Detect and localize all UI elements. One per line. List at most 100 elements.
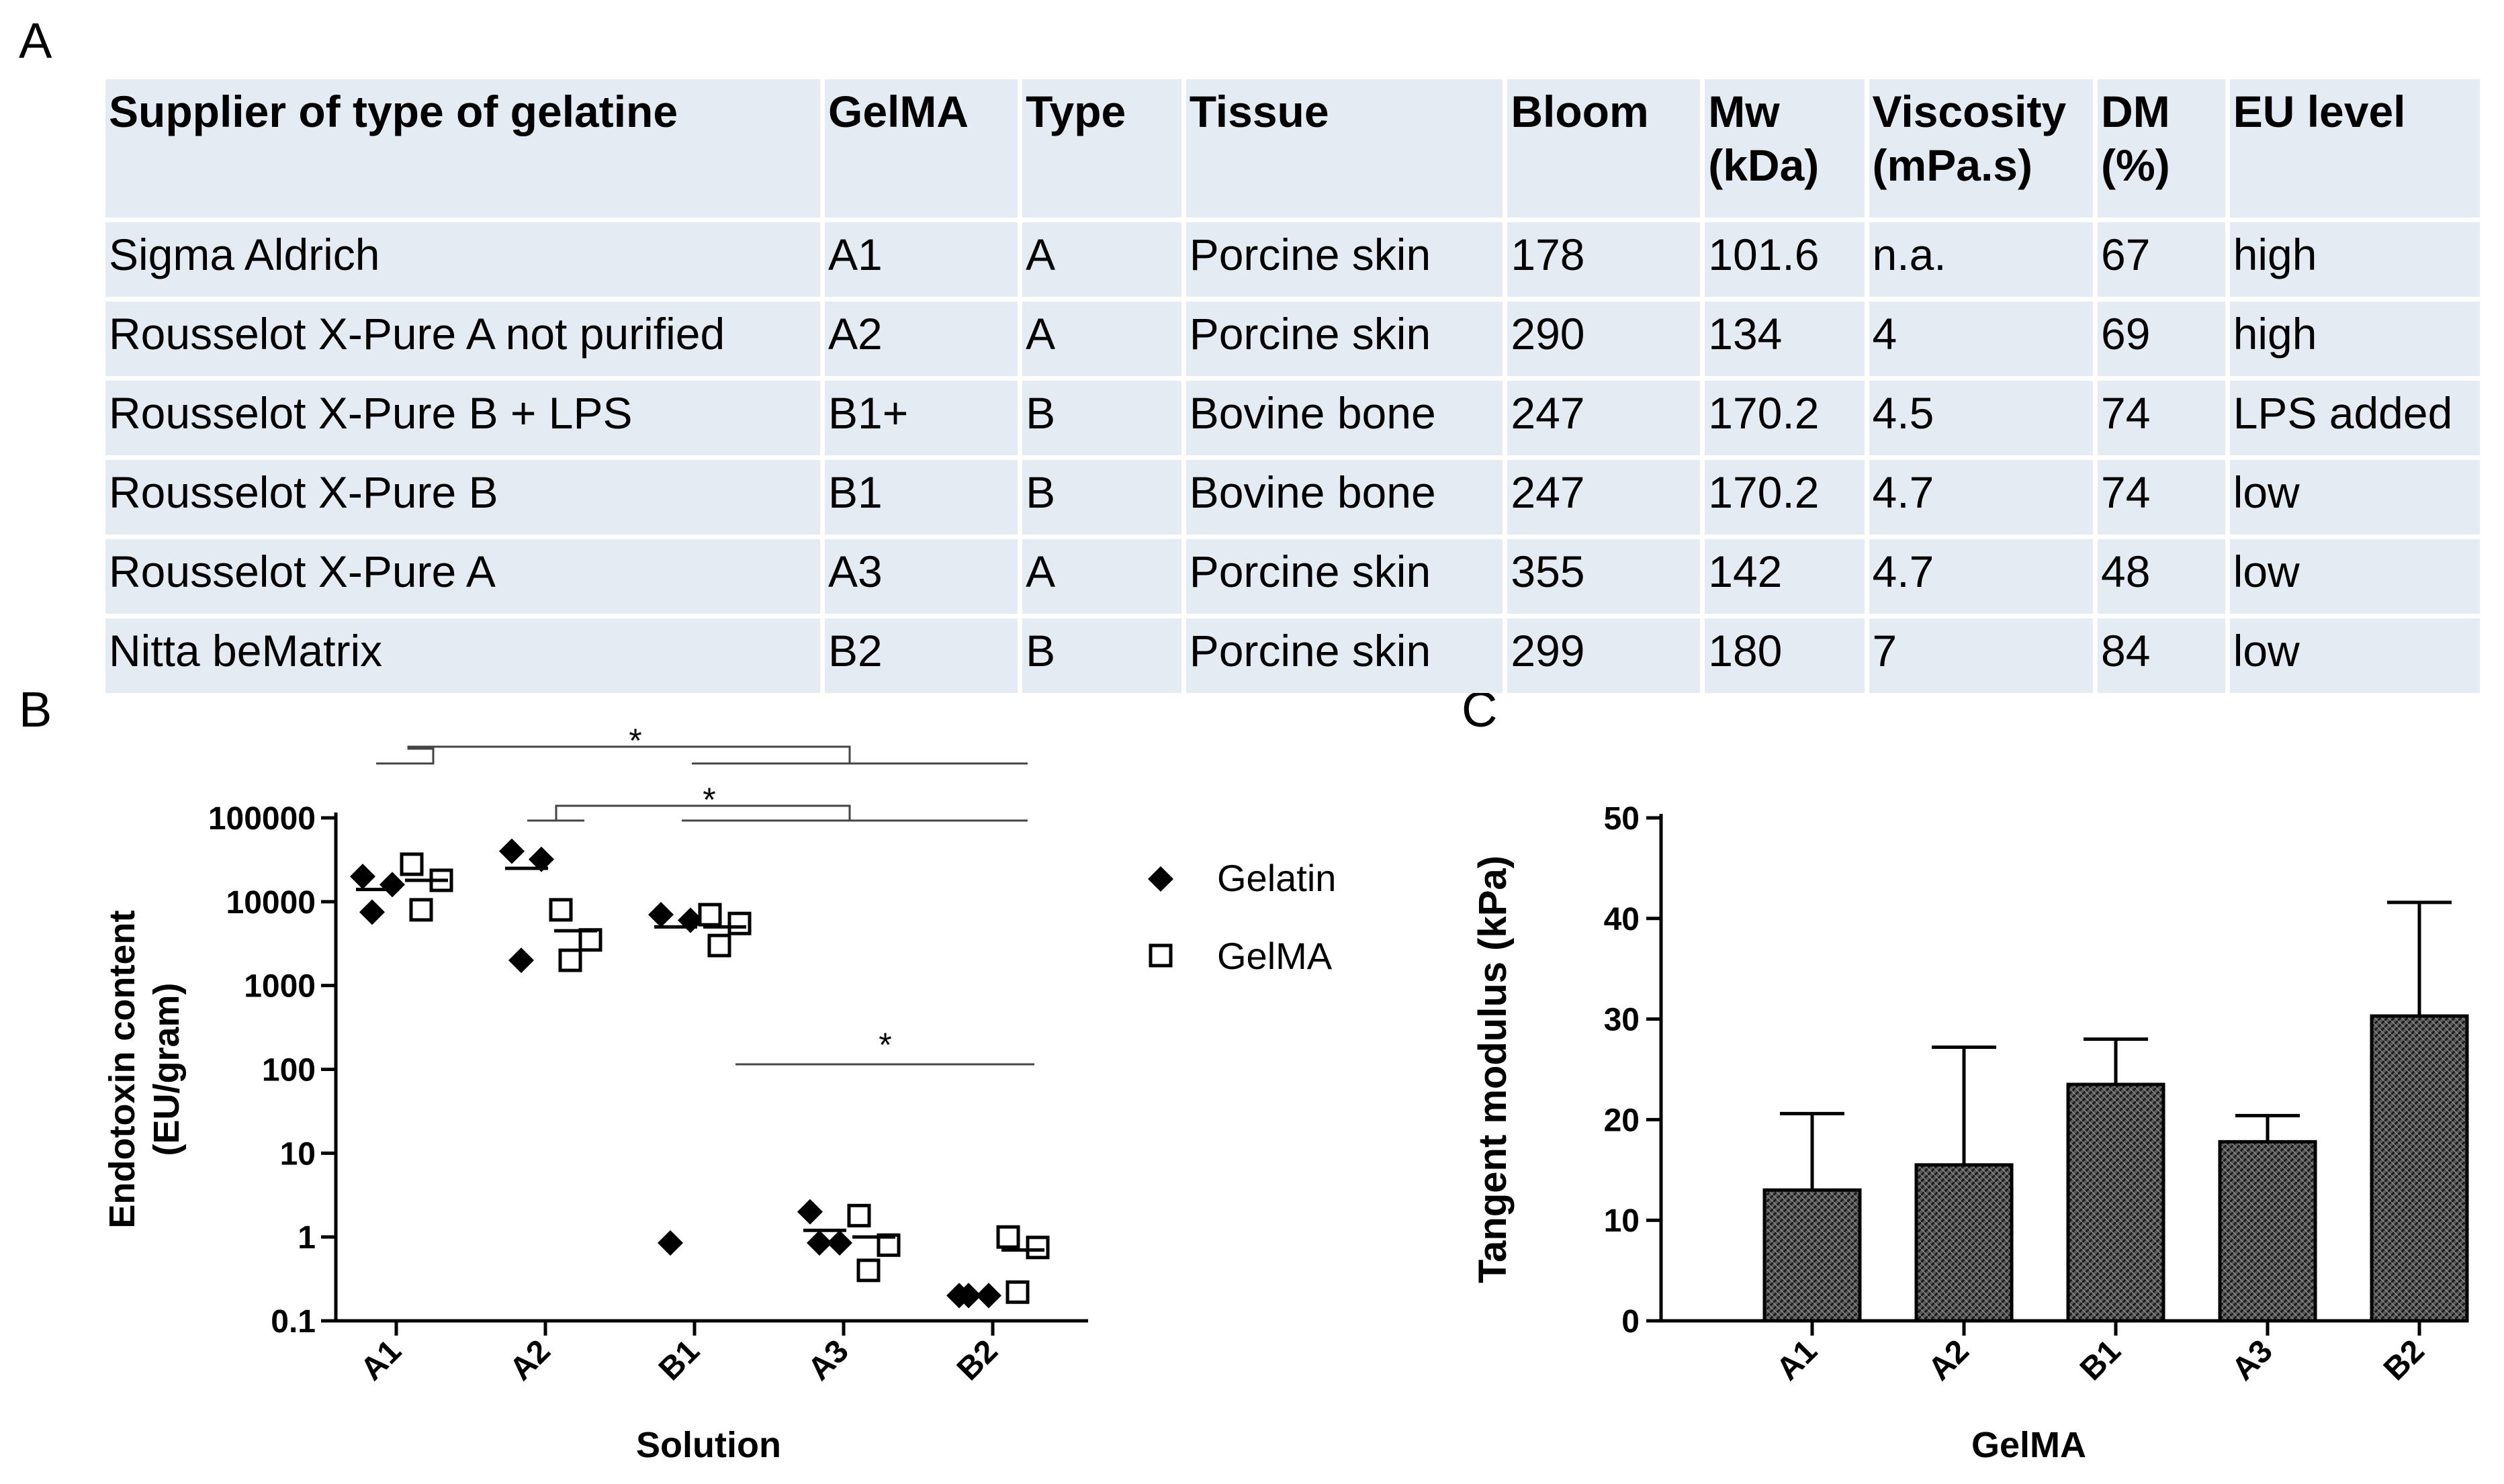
y-tick-label: 1	[298, 1220, 316, 1256]
header-tissue: Tissue	[1186, 79, 1503, 218]
cell-tissue: Bovine bone	[1186, 381, 1503, 455]
gelma-point	[847, 1203, 871, 1227]
table-row: Rousselot X-Pure A A3 A Porcine skin 355 142 4…	[105, 539, 2480, 614]
cell-type: B	[1022, 618, 1181, 693]
cell-tissue: Porcine skin	[1186, 302, 1503, 376]
cell-dm: 48	[2098, 539, 2225, 614]
cell-bloom: 299	[1507, 618, 1701, 693]
gelma-point	[1005, 1280, 1030, 1304]
cell-dm: 74	[2098, 460, 2225, 535]
x-tick-label: A1	[354, 1333, 408, 1387]
cell-supplier: Sigma Aldrich	[105, 222, 821, 297]
x-tick-label: B2	[2377, 1333, 2431, 1387]
cell-viscosity: 4.7	[1869, 460, 2094, 535]
cell-type: A	[1022, 302, 1181, 376]
y-tick-label: 0.1	[271, 1304, 316, 1340]
header-text: (mPa.s)	[1872, 140, 2032, 190]
y-tick-label: 100	[262, 1053, 316, 1088]
y-axis-title-line: Endotoxin content	[102, 911, 142, 1229]
significance-bracket	[407, 745, 851, 763]
cell-viscosity: 4	[1869, 302, 2094, 376]
cell-bloom: 355	[1507, 539, 1701, 614]
bar	[2066, 1082, 2165, 1323]
gelma-point	[578, 928, 602, 952]
gelma-point	[856, 1258, 881, 1283]
cell-eu-level: low	[2229, 460, 2480, 535]
gelma-point	[698, 902, 722, 927]
cell-eu-level: high	[2229, 302, 2480, 376]
cell-supplier: Rousselot X-Pure A not purified	[105, 302, 821, 376]
x-tick-label: A3	[2225, 1333, 2280, 1387]
cell-bloom: 178	[1507, 222, 1701, 297]
cell-mw: 170.2	[1705, 460, 1865, 535]
legend-gelma-label: GelMA	[1217, 935, 1333, 977]
header-bloom: Bloom	[1507, 79, 1701, 218]
table-row: Rousselot X-Pure B + LPS B1+ B Bovine bone 2…	[105, 381, 2480, 455]
cell-eu-level: LPS added	[2229, 381, 2480, 455]
header-text: Viscosity	[1872, 87, 2067, 136]
table-body: Sigma Aldrich A1 A Porcine skin 178 101.6 n.a.…	[105, 222, 2480, 693]
gelatin-point	[529, 846, 554, 872]
header-text: GelMA	[828, 87, 969, 136]
y-tick-label: 1000	[244, 969, 316, 1005]
y-tick-label: 40	[1604, 902, 1640, 937]
legend-gelatin-label: Gelatin	[1217, 857, 1336, 899]
cell-eu-level: high	[2229, 222, 2480, 297]
x-tick-label: B1	[2073, 1333, 2128, 1387]
gelatin-point	[499, 838, 525, 864]
cell-dm: 84	[2098, 618, 2225, 693]
gelma-point	[707, 933, 731, 958]
y-tick-label: 50	[1604, 801, 1640, 837]
significance-star: *	[879, 1026, 891, 1064]
header-text: (kDa)	[1708, 140, 1820, 190]
cell-type: A	[1022, 539, 1181, 614]
cell-eu-level: low	[2229, 618, 2480, 693]
header-viscosity: Viscosity (mPa.s)	[1869, 79, 2094, 218]
header-type: Type	[1022, 79, 1181, 218]
gelatine-table: Supplier of type of gelatine GelMA Type Tis…	[105, 79, 2480, 693]
x-tick-label: A3	[801, 1333, 856, 1387]
cell-mw: 134	[1705, 302, 1865, 376]
gelma-point	[1026, 1236, 1050, 1260]
legend-gelma-marker	[1149, 943, 1173, 968]
header-text: (%)	[2101, 140, 2170, 190]
header-text: DM	[2101, 87, 2170, 136]
cell-gelma: A1	[825, 222, 1018, 297]
bar	[1914, 1163, 2014, 1323]
cell-dm: 69	[2098, 302, 2225, 376]
y-tick-label: 10	[280, 1136, 316, 1172]
cell-viscosity: n.a.	[1869, 222, 2094, 297]
gelma-point	[727, 911, 752, 935]
header-text: Supplier of type of gelatine	[109, 87, 678, 136]
gelatin-point	[508, 947, 534, 974]
significance-bracket	[555, 804, 851, 821]
gelatin-point	[350, 864, 375, 890]
header-text: Mw	[1708, 87, 1780, 136]
endotoxin-scatter-chart: 0.1 1 10 100 1000 10000 100000 A1 A2 B1 A3 B2 Soluti…	[102, 722, 1336, 1465]
header-supplier: Supplier of type of gelatine	[105, 79, 821, 218]
cell-viscosity: 4.5	[1869, 381, 2094, 455]
cell-tissue: Porcine skin	[1186, 618, 1503, 693]
header-gelma: GelMA	[825, 79, 1018, 218]
gelma-point	[558, 948, 582, 972]
significance-star: *	[629, 722, 641, 759]
cell-viscosity: 4.7	[1869, 539, 2094, 614]
cell-mw: 180	[1705, 618, 1865, 693]
gelma-point	[400, 852, 424, 876]
bar	[2218, 1140, 2317, 1323]
cell-gelma: B1	[825, 460, 1018, 535]
table-header-row: Supplier of type of gelatine GelMA Type Tis…	[105, 79, 2480, 218]
y-tick-label: 30	[1604, 1003, 1640, 1038]
cell-tissue: Bovine bone	[1186, 460, 1503, 535]
gelatin-point	[359, 899, 385, 925]
gelatin-point	[648, 902, 674, 928]
x-axis-title: Solution	[636, 1425, 781, 1465]
cell-gelma: B1+	[825, 381, 1018, 455]
header-mw: Mw (kDa)	[1705, 79, 1865, 218]
x-tick-label: B1	[652, 1333, 707, 1387]
y-axis-title: Endotoxin content (EU/gram)	[102, 911, 187, 1229]
cell-bloom: 247	[1507, 460, 1701, 535]
y-tick-label: 0	[1621, 1304, 1640, 1340]
significance-star: *	[703, 781, 715, 819]
cell-supplier: Nitta beMatrix	[105, 618, 821, 693]
